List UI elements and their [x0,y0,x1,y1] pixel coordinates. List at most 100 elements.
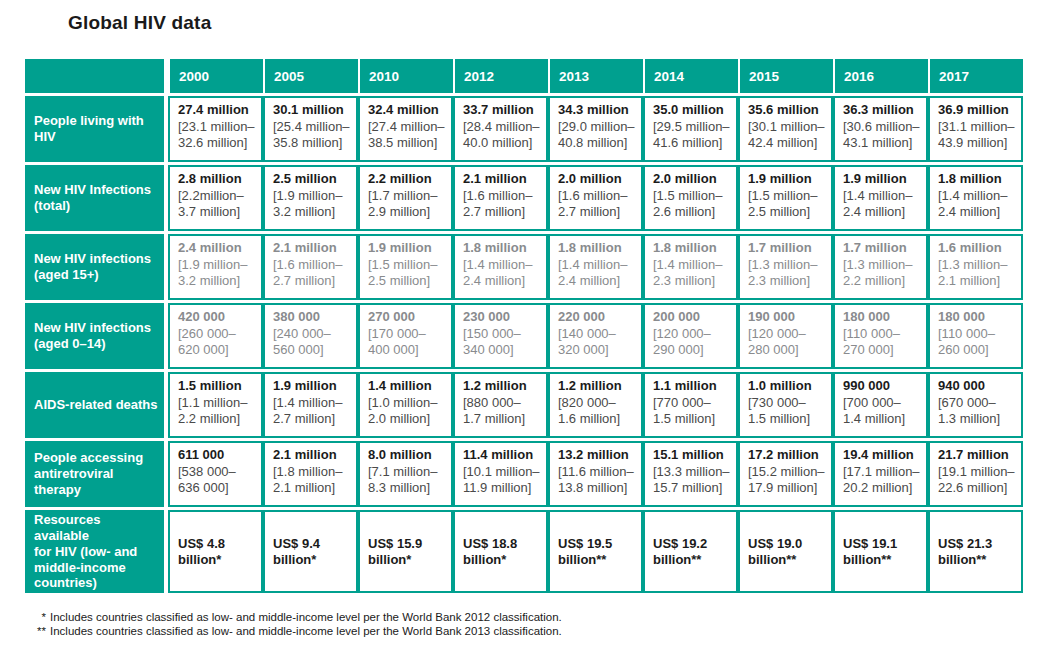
cell-value: 32.4 million [368,102,448,119]
cell-value: 2.1 million [463,171,543,188]
cell-value: US$ 9.4 billion* [273,536,353,569]
data-cell: 1.9 million[1.5 million– 2.5 million] [358,234,453,300]
cell-range: [770 000– 1.5 million] [653,395,733,428]
cell-value: 1.9 million [368,240,448,257]
cell-value: 1.9 million [273,378,353,395]
cell-range: [260 000– 620 000] [178,326,258,359]
cell-range: [730 000– 1.5 million] [748,395,828,428]
cell-value: 2.0 million [653,171,733,188]
footnote-marker: ** [30,624,46,638]
data-cell: 2.0 million[1.5 million– 2.6 million] [643,165,738,231]
footnote-text: Includes countries classified as low- an… [50,624,562,638]
cell-range: [1.4 million– 2.3 million] [653,257,733,290]
cell-value: 30.1 million [273,102,353,119]
row-header: New HIV Infections (total) [25,165,168,231]
data-cell: 2.2 million[1.7 million– 2.9 million] [358,165,453,231]
data-cell: 2.0 million[1.6 million– 2.7 million] [548,165,643,231]
column-header-2005: 2005 [263,59,358,93]
year-header-row: 200020052010201220132014201520162017 [25,59,1023,93]
cell-range: [1.0 million– 2.0 million] [368,395,448,428]
data-cell: 11.4 million[10.1 million– 11.9 million] [453,441,548,507]
table-row: New HIV infections (aged 0–14) 420 000[26… [25,303,1023,369]
cell-value: 2.1 million [273,447,353,464]
cell-range: [120 000– 280 000] [748,326,828,359]
cell-value: 1.2 million [463,378,543,395]
cell-value: 190 000 [748,309,828,326]
cell-range: [880 000– 1.7 million] [463,395,543,428]
data-cell: 1.8 million[1.4 million– 2.4 million] [548,234,643,300]
data-cell: 35.6 million[30.1 million– 42.4 million] [738,96,833,162]
data-cell: 1.5 million[1.1 million– 2.2 million] [168,372,263,438]
cell-range: [700 000– 1.4 million] [843,395,923,428]
cell-range: [1.3 million– 2.3 million] [748,257,828,290]
row-header: New HIV infections (aged 0–14) [25,303,168,369]
cell-value: 15.1 million [653,447,733,464]
cell-value: 1.0 million [748,378,828,395]
table-head: 200020052010201220132014201520162017 [25,59,1023,93]
row-header: People living with HIV [25,96,168,162]
cell-range: [13.3 million– 15.7 million] [653,464,733,497]
cell-value: US$ 19.5 billion** [558,536,638,569]
data-cell: 1.9 million[1.4 million– 2.4 million] [833,165,928,231]
data-cell: 19.4 million[17.1 million– 20.2 million] [833,441,928,507]
cell-value: 1.9 million [748,171,828,188]
cell-value: 940 000 [938,378,1018,395]
data-cell: 27.4 million[23.1 million– 32.6 million] [168,96,263,162]
cell-value: 230 000 [463,309,543,326]
cell-range: [538 000– 636 000] [178,464,258,497]
data-cell: 200 000[120 000– 290 000] [643,303,738,369]
cell-value: US$ 19.1 billion** [843,536,923,569]
data-cell: 15.1 million[13.3 million– 15.7 million] [643,441,738,507]
data-cell: US$ 9.4 billion* [263,510,358,593]
cell-value: 420 000 [178,309,258,326]
footnotes: * Includes countries classified as low- … [30,610,562,639]
data-cell: 1.2 million[880 000– 1.7 million] [453,372,548,438]
cell-value: 36.3 million [843,102,923,119]
cell-range: [27.4 million– 38.5 million] [368,119,448,152]
cell-value: 33.7 million [463,102,543,119]
data-cell: US$ 19.1 billion** [833,510,928,593]
cell-range: [1.9 million– 3.2 million] [178,257,258,290]
cell-range: [1.6 million– 2.7 million] [558,188,638,221]
cell-range: [1.5 million– 2.6 million] [653,188,733,221]
column-header-2016: 2016 [833,59,928,93]
table-row: AIDS-related deaths1.5 million[1.1 milli… [25,372,1023,438]
cell-range: [120 000– 290 000] [653,326,733,359]
cell-range: [19.1 million– 22.6 million] [938,464,1018,497]
column-header-2010: 2010 [358,59,453,93]
data-cell: US$ 4.8 billion* [168,510,263,593]
cell-value: 990 000 [843,378,923,395]
cell-range: [25.4 million– 35.8 million] [273,119,353,152]
table-row: People living with HIV27.4 million[23.1 … [25,96,1023,162]
data-cell: 611 000[538 000– 636 000] [168,441,263,507]
cell-value: 200 000 [653,309,733,326]
cell-value: 2.1 million [273,240,353,257]
cell-value: US$ 21.3 billion** [938,536,1018,569]
footnote-line: * Includes countries classified as low- … [30,610,562,624]
cell-range: [28.4 million– 40.0 million] [463,119,543,152]
cell-value: 27.4 million [178,102,258,119]
corner-cell [25,59,168,93]
row-header: New HIV infections (aged 15+) [25,234,168,300]
data-cell: US$ 15.9 billion* [358,510,453,593]
data-cell: 2.5 million[1.9 million– 3.2 million] [263,165,358,231]
data-cell: 21.7 million[19.1 million– 22.6 million] [928,441,1023,507]
data-cell: 35.0 million[29.5 million– 41.6 million] [643,96,738,162]
cell-value: 380 000 [273,309,353,326]
data-cell: US$ 18.8 billion* [453,510,548,593]
data-cell: US$ 19.2 billion** [643,510,738,593]
table-row: New HIV infections (aged 15+)2.4 million… [25,234,1023,300]
cell-value: 17.2 million [748,447,828,464]
cell-value: 2.2 million [368,171,448,188]
data-cell: 220 000[140 000– 320 000] [548,303,643,369]
cell-range: [17.1 million– 20.2 million] [843,464,923,497]
data-cell: 270 000[170 000– 400 000] [358,303,453,369]
cell-range: [1.4 million– 2.4 million] [938,188,1018,221]
cell-value: 220 000 [558,309,638,326]
cell-range: [1.3 million– 2.2 million] [843,257,923,290]
data-cell: 1.9 million[1.5 million– 2.5 million] [738,165,833,231]
cell-range: [670 000– 1.3 million] [938,395,1018,428]
cell-value: 1.5 million [178,378,258,395]
page-title: Global HIV data [68,12,211,34]
cell-value: 180 000 [938,309,1018,326]
